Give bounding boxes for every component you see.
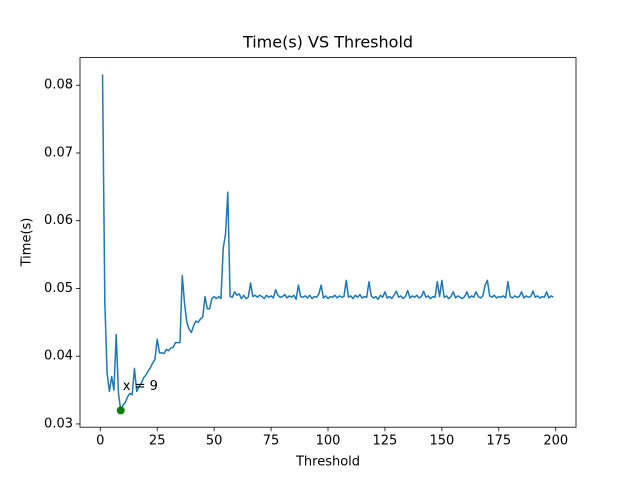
y-axis-label: Time(s)	[20, 218, 35, 268]
y-tick-label: 0.03	[44, 416, 73, 431]
x-tick-label: 200	[543, 434, 568, 449]
chart-title: Time(s) VS Threshold	[242, 33, 413, 52]
annotation: x = 9	[123, 379, 158, 394]
x-axis-label: Threshold	[295, 455, 360, 470]
y-tick-label: 0.04	[44, 349, 73, 364]
x-tick-label: 25	[149, 434, 166, 449]
y-tick-label: 0.06	[44, 213, 73, 228]
min-marker	[116, 406, 125, 415]
plot-frame	[79, 57, 577, 428]
line-series	[101, 74, 554, 412]
x-tick-label: 0	[96, 434, 104, 449]
y-tick-label: 0.05	[44, 281, 73, 296]
x-tick-label: 100	[316, 434, 341, 449]
x-tick-label: 125	[373, 434, 398, 449]
x-tick-label: 75	[263, 434, 280, 449]
x-tick-label: 50	[206, 434, 223, 449]
x-tick-label: 150	[429, 434, 454, 449]
x-tick-label: 175	[486, 434, 511, 449]
y-tick-label: 0.08	[44, 78, 73, 93]
y-tick-label: 0.07	[44, 145, 73, 160]
